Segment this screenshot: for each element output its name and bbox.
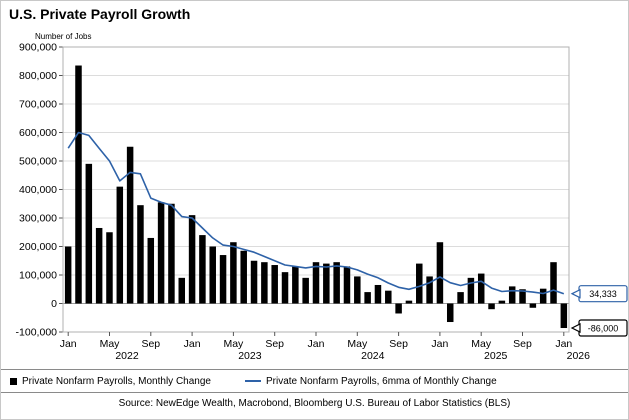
y-tick-label: 600,000 — [19, 127, 57, 139]
callout-value: 34,333 — [589, 289, 617, 299]
year-label: 2024 — [361, 350, 385, 362]
payroll-bar — [529, 303, 537, 308]
callout-value: -86,000 — [588, 324, 619, 334]
payroll-bar — [477, 273, 485, 304]
x-tick-label: Sep — [141, 338, 160, 350]
payroll-bar — [436, 242, 444, 304]
legend-label-monthly-change: Private Nonfarm Payrolls, Monthly Change — [22, 375, 211, 387]
payroll-bar — [64, 246, 72, 304]
year-label: 2025 — [484, 350, 508, 362]
payroll-bar — [85, 163, 93, 304]
legend-item-6mma: Private Nonfarm Payrolls, 6mma of Monthl… — [244, 375, 497, 387]
payroll-bar — [230, 242, 237, 304]
payroll-bar — [168, 203, 175, 304]
payroll-bar — [374, 284, 382, 304]
chart-title: U.S. Private Payroll Growth — [9, 6, 191, 22]
x-tick-label: Jan — [431, 338, 448, 350]
payroll-bar — [354, 276, 361, 304]
x-tick-label: Jan — [308, 338, 325, 350]
legend-item-monthly-change: Private Nonfarm Payrolls, Monthly Change — [10, 376, 211, 387]
payroll-bar — [281, 272, 289, 304]
payroll-bar — [446, 303, 454, 323]
payroll-bar — [385, 290, 392, 304]
payroll-bar — [426, 276, 433, 304]
x-tick-label: Sep — [513, 338, 532, 350]
y-tick-label: 700,000 — [19, 99, 57, 111]
payroll-bar — [333, 262, 340, 304]
payroll-bar — [126, 146, 134, 304]
y-tick-label: -100,000 — [16, 327, 58, 339]
payroll-bar — [95, 227, 103, 304]
bar-series-marker-icon — [10, 377, 17, 385]
payroll-bar — [457, 292, 464, 304]
payroll-bar — [250, 260, 258, 304]
x-tick-label: May — [223, 338, 244, 350]
payroll-bar — [508, 286, 516, 304]
y-tick-label: 800,000 — [19, 70, 57, 82]
payroll-bar — [405, 300, 413, 304]
x-tick-label: May — [347, 338, 368, 350]
payroll-bar — [75, 65, 82, 304]
payroll-bar — [395, 303, 402, 314]
payroll-bar — [343, 266, 351, 304]
payroll-bar — [106, 232, 113, 304]
payroll-bar — [240, 250, 247, 304]
x-tick-label: Jan — [555, 338, 572, 350]
payroll-bar — [199, 235, 206, 304]
plot-area: -100,000 0 100,000 200,000 300,000 400,000 500… — [16, 42, 628, 362]
x-tick-label: May — [100, 338, 121, 350]
source-note: Source: NewEdge Wealth, Macrobond, Bloom… — [118, 398, 511, 409]
payroll-bar — [271, 265, 278, 304]
y-tick-label: 100,000 — [19, 270, 57, 282]
payroll-bar — [323, 263, 330, 304]
payroll-bar — [188, 215, 196, 304]
y-tick-label: 0 — [51, 298, 57, 310]
payroll-bar — [219, 255, 227, 304]
year-label: 2022 — [115, 350, 139, 362]
legend-label-6mma: Private Nonfarm Payrolls, 6mma of Monthl… — [265, 375, 497, 387]
y-tick-label: 200,000 — [19, 241, 57, 253]
payroll-bar — [147, 237, 155, 304]
payroll-bar — [488, 303, 495, 310]
payroll-bar — [498, 300, 506, 304]
payroll-bar — [292, 266, 299, 304]
payroll-bar — [116, 186, 124, 304]
payroll-bar — [302, 277, 309, 304]
payroll-bar — [178, 277, 186, 304]
payroll-bar — [539, 288, 547, 304]
payroll-bar — [312, 262, 320, 304]
payroll-bar — [519, 289, 526, 304]
y-tick-label: 500,000 — [19, 156, 57, 168]
year-label: 2023 — [238, 350, 262, 362]
payroll-bar — [261, 262, 268, 304]
year-label: 2026 — [567, 350, 591, 362]
payroll-bar — [467, 277, 475, 304]
payroll-bar — [137, 205, 144, 304]
line-series-marker-icon — [244, 380, 261, 382]
y-tick-label: 300,000 — [19, 213, 57, 225]
sixmma-line — [67, 131, 565, 295]
x-tick-label: Jan — [184, 338, 201, 350]
payroll-bar — [157, 202, 165, 304]
callout-pointer-icon — [570, 288, 581, 299]
payroll-chart: Number of Jobs -100,000 0 100,000 200,000 30… — [16, 32, 628, 362]
y-axis-label: Number of Jobs — [35, 32, 91, 41]
x-tick-label: Jan — [60, 338, 77, 350]
y-tick-label: 900,000 — [19, 42, 57, 54]
x-tick-label: May — [471, 338, 492, 350]
payroll-bar — [550, 262, 557, 304]
y-tick-label: 400,000 — [19, 184, 57, 196]
payroll-bar — [364, 292, 371, 304]
x-tick-label: Sep — [265, 338, 284, 350]
x-tick-label: Sep — [389, 338, 408, 350]
payroll-bar — [416, 263, 423, 304]
payroll-bar — [209, 246, 216, 304]
callout-pointer-icon — [570, 323, 581, 333]
payroll-bar — [560, 303, 568, 329]
legend: Private Nonfarm Payrolls, Monthly Change… — [1, 369, 628, 393]
